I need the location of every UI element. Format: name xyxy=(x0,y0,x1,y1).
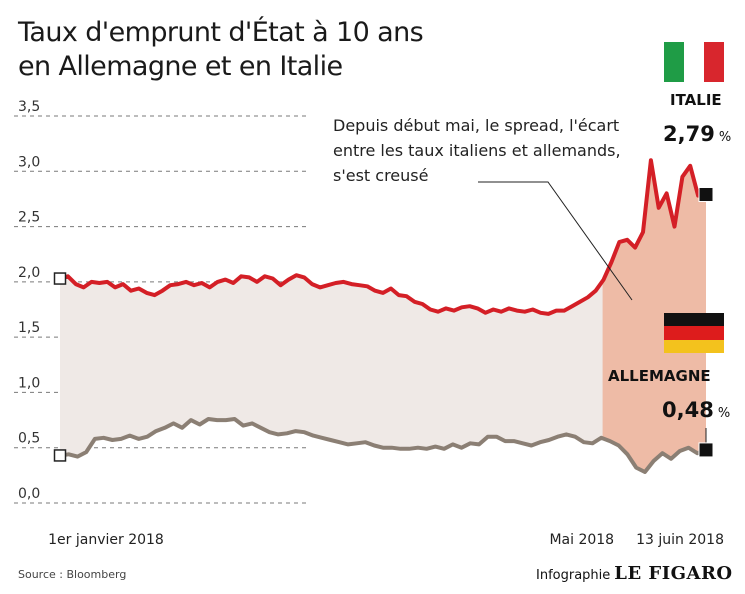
source-note: Source : Bloomberg xyxy=(18,568,127,581)
flag-stripe xyxy=(664,42,684,82)
italy-unit: % xyxy=(718,130,732,145)
x-tick-label: Mai 2018 xyxy=(549,532,614,548)
y-tick-label: 2,0 xyxy=(18,265,40,281)
spread-area xyxy=(60,160,706,472)
end-markers xyxy=(53,181,714,462)
y-tick-label: 1,5 xyxy=(18,320,40,336)
italy-end-marker xyxy=(698,187,714,203)
flag-stripe xyxy=(664,339,724,353)
annotation-line-3: s'est creusé xyxy=(333,166,429,185)
germany-unit: % xyxy=(717,406,731,421)
y-tick-label: 3,5 xyxy=(18,99,40,115)
italy-rate: 2,79 xyxy=(663,122,715,146)
flag-stripe xyxy=(664,313,724,327)
italy-line xyxy=(59,158,707,316)
brand-logo: LE FIGARO xyxy=(614,563,733,584)
italy-flag-icon xyxy=(664,42,724,82)
spread-annotation: Depuis début mai, le spread, l'écart ent… xyxy=(333,113,633,188)
italy-label: ITALIE xyxy=(670,91,722,109)
chart-title: Taux d'emprunt d'État à 10 ans en Allema… xyxy=(18,16,424,84)
germany-rate: 0,48 xyxy=(662,398,714,422)
credit-prefix: Infographie xyxy=(536,568,611,583)
germany-flag-icon xyxy=(664,313,724,353)
x-tick-label: 13 juin 2018 xyxy=(636,532,724,548)
chart-title-line-1: Taux d'emprunt d'État à 10 ans xyxy=(18,17,424,48)
spread-area-fill xyxy=(60,160,706,472)
spread-highlight-area xyxy=(602,160,706,472)
germany-start-marker xyxy=(53,449,67,462)
series-lines xyxy=(59,158,707,474)
y-tick-label: 2,5 xyxy=(18,210,40,226)
y-tick-label: 1,0 xyxy=(18,375,40,391)
y-tick-label: 0,0 xyxy=(18,486,40,502)
italy-start-marker xyxy=(53,272,67,285)
y-tick-label: 0,5 xyxy=(18,431,40,447)
flag-stripe xyxy=(684,42,704,82)
germany-value: 0,48% xyxy=(662,398,730,422)
annotation-line-2: entre les taux italiens et allemands, xyxy=(333,141,621,160)
annotation-line-1: Depuis début mai, le spread, l'écart xyxy=(333,116,620,135)
germany-end-marker xyxy=(698,442,714,458)
x-tick-label: 1er janvier 2018 xyxy=(48,532,164,548)
credit: Infographie LE FIGARO xyxy=(536,563,733,584)
flag-stripe xyxy=(664,326,724,340)
italy-value: 2,79% xyxy=(663,122,731,146)
y-tick-label: 3,0 xyxy=(18,154,40,170)
annotation-leader-line xyxy=(478,181,633,301)
axis-labels: 0,0 0,5 1,0 1,5 2,0 2,5 3,0 3,5 1er janvier 2018… xyxy=(18,99,724,548)
flag-stripe xyxy=(704,42,724,82)
chart-title-line-2: en Allemagne et en Italie xyxy=(18,51,343,82)
germany-label: ALLEMAGNE xyxy=(608,367,711,385)
germany-line xyxy=(59,417,707,474)
